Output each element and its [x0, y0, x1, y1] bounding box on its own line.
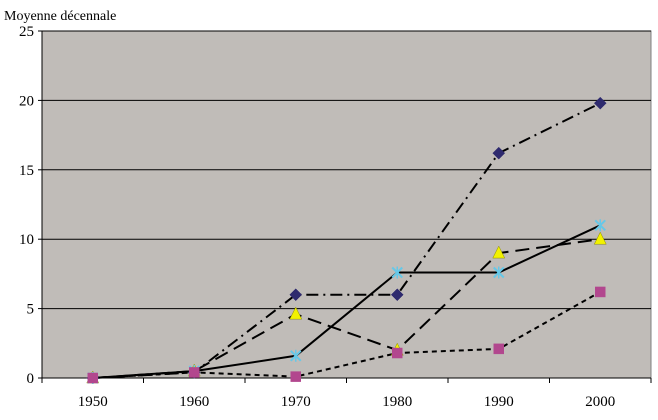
x-tick-label: 1980 — [382, 394, 412, 410]
series-2-point — [391, 266, 403, 279]
y-tick-label: 10 — [19, 232, 34, 248]
series-0-point — [492, 146, 506, 160]
series-3-point — [87, 372, 98, 384]
series-lines — [92, 102, 601, 379]
gridlines — [42, 30, 651, 310]
series-0-point — [593, 96, 607, 110]
x-tick-label: 2000 — [585, 394, 615, 410]
y-tick-label: 25 — [19, 24, 34, 40]
x-tick-label: 1960 — [179, 394, 209, 410]
series-3-point — [290, 371, 301, 382]
y-tick-label: 0 — [27, 371, 35, 387]
axes — [38, 30, 652, 383]
plot-area — [41, 30, 652, 379]
series-2-line — [92, 224, 601, 379]
series-2-point — [594, 219, 606, 232]
y-tick-label: 15 — [19, 163, 34, 179]
x-tick-label: 1970 — [281, 394, 311, 410]
series-3-point — [493, 343, 504, 355]
series-3-point — [189, 367, 200, 378]
series-1-point — [492, 245, 506, 259]
series-3-point — [392, 347, 403, 359]
x-tick-label: 1990 — [484, 394, 514, 410]
y-tick-label: 20 — [19, 93, 34, 109]
series-1-point — [593, 231, 607, 245]
series-2-point — [493, 266, 505, 279]
series-1-point — [289, 306, 303, 320]
series-0-point — [390, 288, 404, 302]
tick-labels: 0 5 10 15 20 25 1950 1960 1970 1980 1990 2000 — [19, 24, 615, 410]
y-tick-label: 5 — [27, 302, 35, 318]
series-2-point — [290, 349, 302, 362]
x-tick-label: 1950 — [78, 394, 108, 410]
series-3-point — [595, 286, 606, 298]
y-axis-title: Moyenne décennale — [4, 9, 116, 24]
series-markers — [86, 96, 607, 385]
series-0-point — [289, 288, 303, 302]
series-3-line — [92, 291, 601, 379]
